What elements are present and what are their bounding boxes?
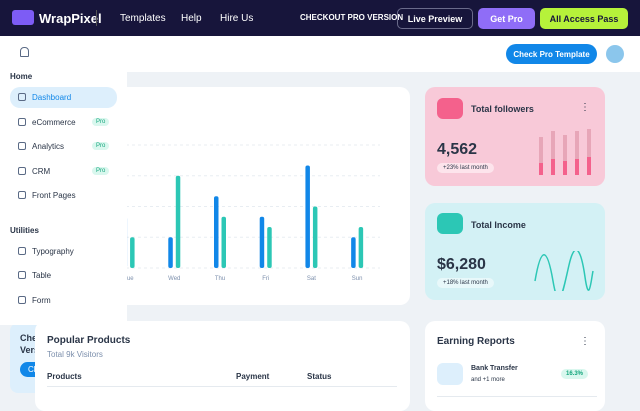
bar (130, 237, 135, 268)
nav-label[interactable]: Table (32, 271, 52, 280)
avatar[interactable] (606, 45, 624, 63)
get-pro-button[interactable]: Get Pro (478, 8, 535, 29)
earning-change: 16.3% (561, 369, 589, 379)
column-header: Payment (236, 372, 270, 381)
nav-icon (18, 166, 26, 175)
nav-item[interactable]: eCommerce Pro (10, 112, 117, 133)
bar (267, 227, 272, 268)
nav-item[interactable]: Analytics Pro (10, 136, 117, 157)
nav-item[interactable]: Typography (10, 241, 117, 262)
card-value: 4,562 (437, 141, 478, 158)
x-tick-label: Tue (124, 276, 135, 282)
nav-label[interactable]: Form (32, 295, 51, 305)
bar (168, 237, 173, 268)
nav-icon (18, 246, 26, 255)
column-header: Products (47, 372, 82, 381)
pro-badge: Pro (92, 142, 110, 150)
pro-badge: Pro (92, 166, 110, 175)
bar (312, 206, 318, 268)
sparkbars (539, 129, 591, 175)
nav-item[interactable]: Dashboard (10, 87, 117, 108)
earning-sub: and +1 more (471, 377, 505, 383)
nav-item[interactable]: Front Pages (10, 185, 117, 206)
bar (175, 175, 181, 268)
nav-link[interactable]: Hire Us (220, 13, 254, 24)
bar (259, 216, 265, 268)
x-tick-label: Sun (352, 276, 363, 282)
nav-label[interactable]: Typography (32, 246, 74, 256)
pro-template-button[interactable]: Check Pro Template (506, 44, 597, 64)
nav-label[interactable]: Dashboard (32, 93, 72, 102)
income-card: Total Income $6,280 +18% last month (425, 203, 605, 300)
nav-label[interactable]: Analytics (32, 142, 65, 151)
followers-card: Total followers ⋮ 4,562 +23% last month (425, 87, 605, 186)
nav-label[interactable]: CRM (32, 166, 51, 176)
column-header: Status (307, 372, 332, 381)
bar (358, 227, 364, 268)
bar (221, 216, 226, 268)
pro-badge: Pro (92, 117, 110, 126)
logo-icon (12, 10, 34, 25)
nav-link[interactable]: Help (181, 13, 202, 24)
card-note: +18% last month (437, 278, 494, 288)
x-tick-label: Wed (168, 276, 180, 282)
access-pass-button[interactable]: All Access Pass (540, 8, 628, 29)
live-preview-button[interactable]: Live Preview (397, 8, 473, 29)
section-title: Home (10, 72, 33, 81)
bar (305, 165, 310, 268)
nav-icon (18, 295, 26, 304)
x-tick-label: Thu (215, 276, 225, 282)
card-subtitle: Total 9k Visitors (47, 350, 103, 359)
section-title: Utilities (10, 225, 39, 235)
nav-icon (18, 191, 26, 199)
card-note: +23% last month (437, 163, 494, 173)
nav-label[interactable]: eCommerce (32, 117, 76, 127)
brand: WrapPixel (39, 11, 102, 26)
earnings-card: Earning Reports ⋮ Bank Transfer and +1 m… (425, 321, 605, 411)
card-title: Total Income (471, 220, 526, 230)
nav-link[interactable]: Templates (120, 13, 166, 24)
nav-icon (18, 271, 26, 279)
card-value: $6,280 (437, 256, 486, 273)
nav-icon (18, 142, 26, 150)
nav-item[interactable]: Table (10, 265, 117, 286)
top-bar: WrapPixel Templates Help Hire Us CHECKOU… (0, 0, 640, 36)
card-title: Earning Reports (437, 336, 515, 347)
bar (214, 196, 219, 268)
nav-item[interactable]: CRM Pro (10, 161, 117, 182)
x-tick-label: Fri (262, 276, 269, 282)
card-title: Popular Products (47, 335, 131, 346)
bell-icon[interactable] (20, 47, 29, 57)
products-card: Popular Products Total 9k Visitors Produ… (35, 321, 410, 411)
nav-icon (18, 93, 26, 101)
x-tick-label: Sat (307, 276, 316, 282)
earning-name: Bank Transfer (471, 365, 518, 372)
nav-item[interactable]: Form (10, 290, 117, 311)
nav-icon (18, 117, 26, 126)
sidebar: Home Dashboard eCommerce Pro Analytics Pro CRM… (0, 72, 127, 325)
card-title: Total followers (471, 104, 534, 114)
sparkline (534, 251, 594, 291)
bar (351, 237, 356, 268)
promo-text: CHECKOUT PRO VERSION (300, 13, 404, 22)
nav-label[interactable]: Front Pages (32, 191, 76, 200)
